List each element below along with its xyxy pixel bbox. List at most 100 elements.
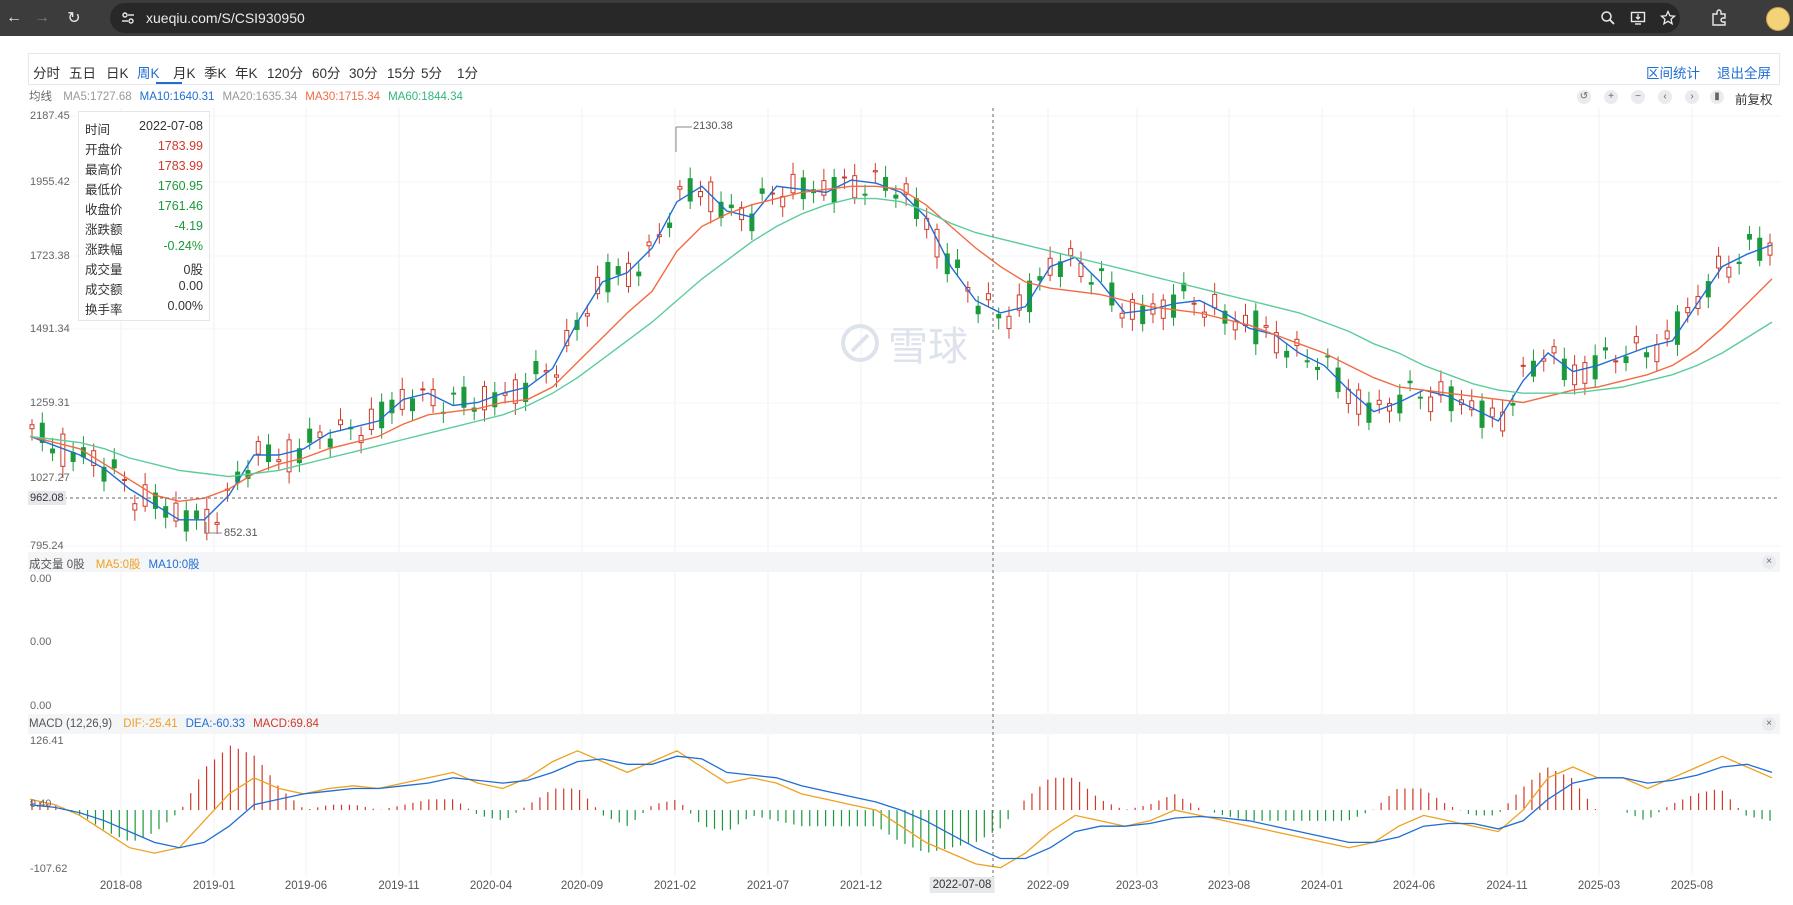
tooltip-key: 涨跌幅 <box>85 243 123 257</box>
period-tab-11[interactable]: 5分 <box>421 66 443 81</box>
zoom-out-icon[interactable]: − <box>1631 90 1645 104</box>
scroll-right-icon[interactable]: › <box>1685 90 1699 104</box>
address-bar[interactable]: xueqiu.com/S/CSI930950 <box>110 3 1680 33</box>
candle-body <box>1171 294 1177 318</box>
price-axis-label: 1955.42 <box>30 176 70 188</box>
bookmark-star-icon[interactable] <box>1660 10 1676 26</box>
undo-icon[interactable]: ↺ <box>1577 90 1591 104</box>
close-macd-panel-icon[interactable]: × <box>1762 717 1776 731</box>
candle-body <box>101 466 107 482</box>
candle-body <box>636 271 642 277</box>
period-tab-8[interactable]: 60分 <box>312 66 341 81</box>
candle-body <box>728 204 734 209</box>
volume-header-band <box>28 552 1780 572</box>
candle-body <box>1664 330 1670 340</box>
candle-body <box>1551 346 1557 354</box>
ma-legend-item-2: MA20:1635.34 <box>222 91 298 103</box>
candle-body <box>368 408 374 431</box>
candle-body <box>1366 402 1372 423</box>
period-tab-9[interactable]: 30分 <box>349 66 378 81</box>
candle-body <box>749 213 755 232</box>
candle-body <box>1500 411 1506 432</box>
zoom-icon[interactable] <box>1600 10 1616 26</box>
tooltip-row: 涨跌幅 -0.24% <box>85 237 203 257</box>
reload-icon[interactable]: ↻ <box>67 10 81 27</box>
exit-fullscreen-link[interactable]: 退出全屏 <box>1717 66 1771 81</box>
tooltip-key: 成交量 <box>85 263 123 277</box>
tooltip-row: 换手率 0.00% <box>85 297 203 317</box>
time-axis-label: 2019-01 <box>192 880 236 892</box>
period-tab-3[interactable]: 周K <box>137 66 160 81</box>
time-axis-label: 2023-08 <box>1207 880 1251 892</box>
ma-legend-title: 均线 <box>29 91 52 103</box>
tooltip-key: 涨跌额 <box>85 223 123 237</box>
candle-body <box>50 448 56 454</box>
macd-legend: MACD (12,26,9) DIF:-25.41 DEA:-60.33 MACD:… <box>29 718 335 730</box>
candle-body <box>1027 280 1033 313</box>
crosshair-price-label: 962.08 <box>28 491 66 505</box>
candle-body <box>296 448 302 464</box>
site-info-icon[interactable] <box>120 10 136 26</box>
candle-body <box>697 190 703 198</box>
macd-header-band <box>28 714 1780 734</box>
candle-body <box>1356 389 1362 415</box>
period-tab-7[interactable]: 120分 <box>267 66 304 81</box>
extensions-icon[interactable] <box>1710 9 1728 27</box>
period-tab-12[interactable]: 1分 <box>457 66 479 81</box>
candle-body <box>307 428 313 443</box>
install-app-icon[interactable] <box>1630 10 1646 26</box>
candle-body <box>1633 336 1639 344</box>
tooltip-row: 涨跌额 -4.19 <box>85 217 203 237</box>
time-axis-label: 2023-03 <box>1115 880 1159 892</box>
tooltip-value: 2022-07-08 <box>139 119 203 133</box>
candle-body <box>1716 255 1722 269</box>
range-stats-link[interactable]: 区间统计 <box>1646 66 1700 81</box>
candle-body <box>389 399 395 414</box>
zoom-in-icon[interactable]: + <box>1604 90 1618 104</box>
volume-legend-item-0: MA5:0股 <box>95 559 141 571</box>
candle-body <box>625 262 631 287</box>
candle-body <box>523 382 529 403</box>
watermark-text: 雪球 <box>888 325 968 369</box>
candle-body <box>420 388 426 391</box>
candle-body <box>1407 380 1413 384</box>
tooltip-key: 最低价 <box>85 183 123 197</box>
candle-body <box>975 305 981 315</box>
back-arrow-icon[interactable]: ← <box>6 9 22 26</box>
xueqiu-logo-icon <box>841 324 879 362</box>
forward-arrow-icon[interactable]: → <box>34 9 50 26</box>
candle-body <box>677 186 683 190</box>
candle-body <box>1212 293 1218 309</box>
macd-axis-label: 9.40 <box>30 798 52 810</box>
period-tab-10[interactable]: 15分 <box>387 66 416 81</box>
candle-body <box>574 319 580 330</box>
candle-body <box>410 398 416 412</box>
candle-body <box>1674 311 1680 345</box>
period-tab-2[interactable]: 日K <box>106 66 129 81</box>
ma10-line <box>29 179 1773 521</box>
period-tab-0[interactable]: 分时 <box>33 66 60 81</box>
period-tab-5[interactable]: 季K <box>204 66 227 81</box>
candle-body <box>1273 332 1279 354</box>
volume-legend-title: 成交量 0股 <box>29 559 85 571</box>
candle-body <box>1099 268 1105 272</box>
tooltip-key: 最高价 <box>85 163 123 177</box>
macd-legend-item-1: DEA:-60.33 <box>185 718 246 730</box>
time-axis-label: 2020-09 <box>560 880 604 892</box>
candle-body <box>29 424 35 430</box>
scroll-left-icon[interactable]: ‹ <box>1658 90 1672 104</box>
candle-body <box>646 241 652 247</box>
adjust-mode-select[interactable]: 前复权 <box>1735 93 1773 107</box>
period-tab-6[interactable]: 年K <box>235 66 258 81</box>
url-text[interactable]: xueqiu.com/S/CSI930950 <box>146 10 305 26</box>
candle-body <box>183 510 189 532</box>
period-tab-4[interactable]: 月K <box>173 66 196 81</box>
high-price-annotation: 2130.38 <box>693 120 733 132</box>
profile-avatar[interactable] <box>1766 7 1790 31</box>
price-axis-label: 1491.34 <box>30 323 70 335</box>
settings-icon[interactable]: ▮ <box>1710 90 1724 104</box>
period-tab-1[interactable]: 五日 <box>69 66 96 81</box>
tooltip-value: 0.00 <box>178 279 203 293</box>
close-volume-panel-icon[interactable]: × <box>1762 555 1776 569</box>
